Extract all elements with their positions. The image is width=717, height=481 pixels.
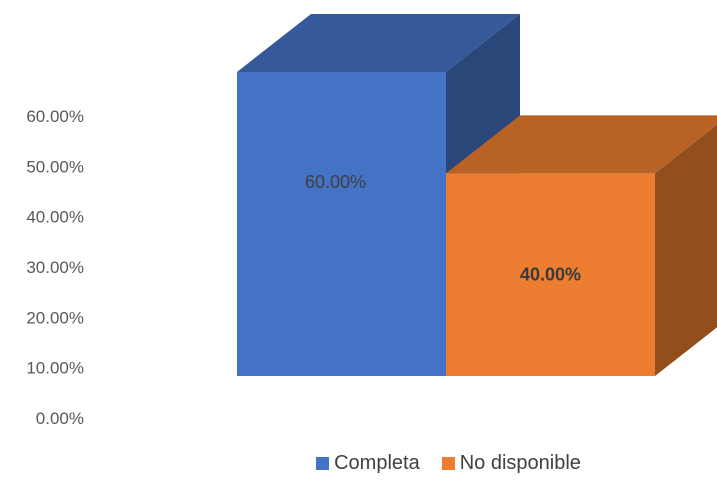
y-tick-label: 30.00% [26,258,84,277]
data-label-completa: 60.00% [305,172,366,192]
y-tick-label: 10.00% [26,359,84,378]
bars [237,14,717,376]
y-tick-label: 20.00% [26,308,84,327]
y-tick-label: 60.00% [26,107,84,126]
bar-no-disponible [446,115,717,376]
legend: Completa No disponible [0,450,717,476]
bar-top-face [446,115,717,174]
data-labels: 60.00% 40.00% [305,172,581,285]
y-axis: 0.00% 10.00% 20.00% 30.00% 40.00% 50.00% 60.00… [26,107,84,428]
legend-swatch-no-disponible [441,456,455,470]
legend-label-no-disponible: No disponible [459,451,581,474]
legend-item-completa: Completa [316,452,420,475]
legend-swatch-completa [316,456,330,470]
bar-front-face [237,72,446,376]
bar-side-face [655,124,717,376]
bar-front-face [446,173,655,376]
legend-item-no-disponible: No disponible [441,451,581,475]
legend-label-completa: Completa [334,451,420,474]
y-tick-label: 40.00% [26,208,84,227]
bar-top-face [237,14,520,72]
y-tick-label: 0.00% [36,409,84,428]
y-tick-label: 50.00% [26,157,84,176]
data-label-no-disponible: 40.00% [520,265,581,285]
